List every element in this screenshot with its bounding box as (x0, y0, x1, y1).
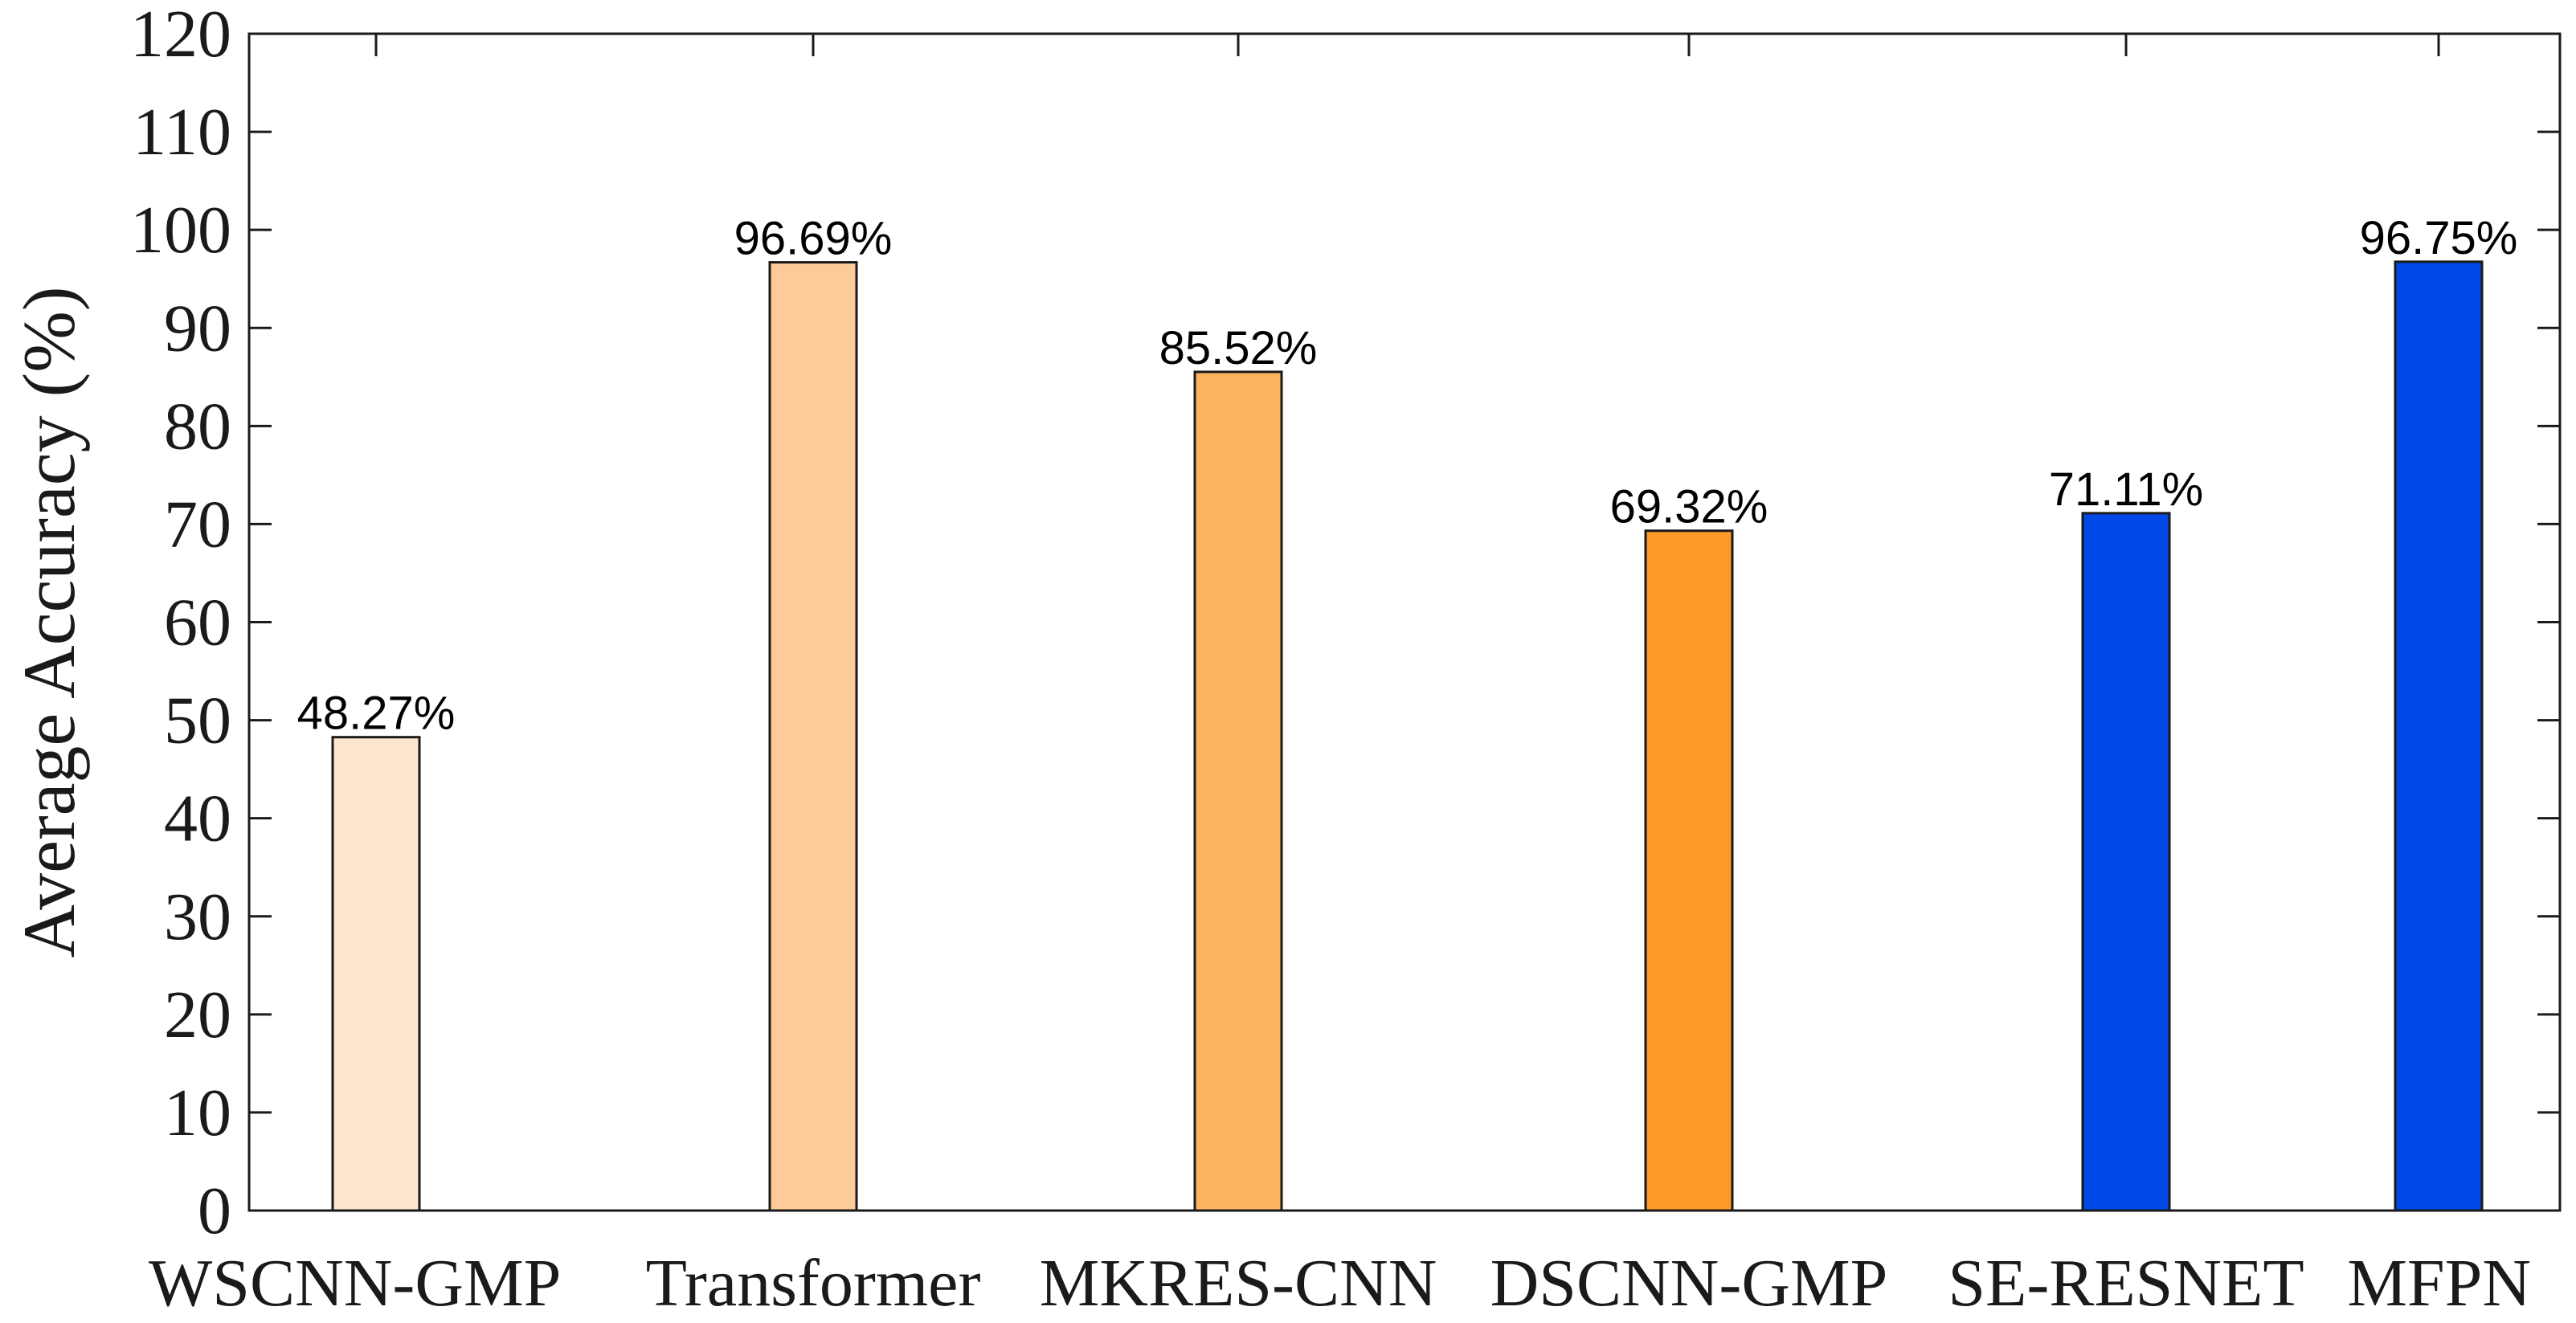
y-tick-label: 30 (164, 880, 231, 954)
y-tick-label: 10 (164, 1076, 231, 1150)
x-category-label: DSCNN-GMP (1490, 1246, 1888, 1321)
x-category-label: WSCNN-GMP (149, 1246, 561, 1321)
y-tick-label: 110 (133, 95, 231, 169)
y-axis-title: Average Accuracy (%) (8, 287, 90, 958)
y-ticks: 0 10 20 30 40 50 60 70 80 90 100 110 120 (130, 0, 2560, 1248)
y-tick-label: 100 (130, 193, 231, 267)
y-tick-label: 50 (164, 684, 231, 758)
data-label: 69.32% (1610, 481, 1768, 533)
y-tick-label: 60 (164, 586, 231, 660)
y-tick-label: 20 (164, 978, 231, 1052)
x-category-label: MKRES-CNN (1040, 1246, 1437, 1321)
bar-dscnn-gmp (1644, 529, 1734, 1212)
x-category-label: Transformer (646, 1246, 981, 1321)
y-tick-label: 0 (198, 1174, 231, 1248)
data-label: 48.27% (297, 688, 456, 740)
bar-wscnn-gmp (331, 736, 421, 1212)
x-category-label: MFPN (2347, 1246, 2531, 1321)
bar-transformer (768, 261, 858, 1212)
bar-mkres-cnn (1193, 370, 1283, 1212)
y-tick-label: 70 (164, 487, 231, 561)
y-tick-label: 80 (164, 389, 231, 463)
y-tick-label: 90 (164, 291, 231, 365)
data-label: 96.69% (734, 213, 893, 265)
bars (331, 260, 2484, 1212)
bar-mfpn (2394, 260, 2484, 1212)
y-tick-label: 120 (130, 0, 231, 71)
category-labels: WSCNN-GMP Transformer MKRES-CNN DSCNN-GMP SE… (149, 1246, 2531, 1321)
bar-se-resnet (2081, 512, 2171, 1212)
x-category-label: SE-RESNET (1948, 1246, 2304, 1321)
plot-frame (247, 32, 2562, 1212)
data-label: 96.75% (2360, 212, 2518, 264)
data-label: 85.52% (1159, 322, 1318, 374)
data-label: 71.11% (2049, 463, 2203, 516)
data-labels: 48.27% 96.69% 85.52% 69.32% 71.11% 96.75% (297, 212, 2518, 740)
y-tick-label: 40 (164, 782, 231, 856)
